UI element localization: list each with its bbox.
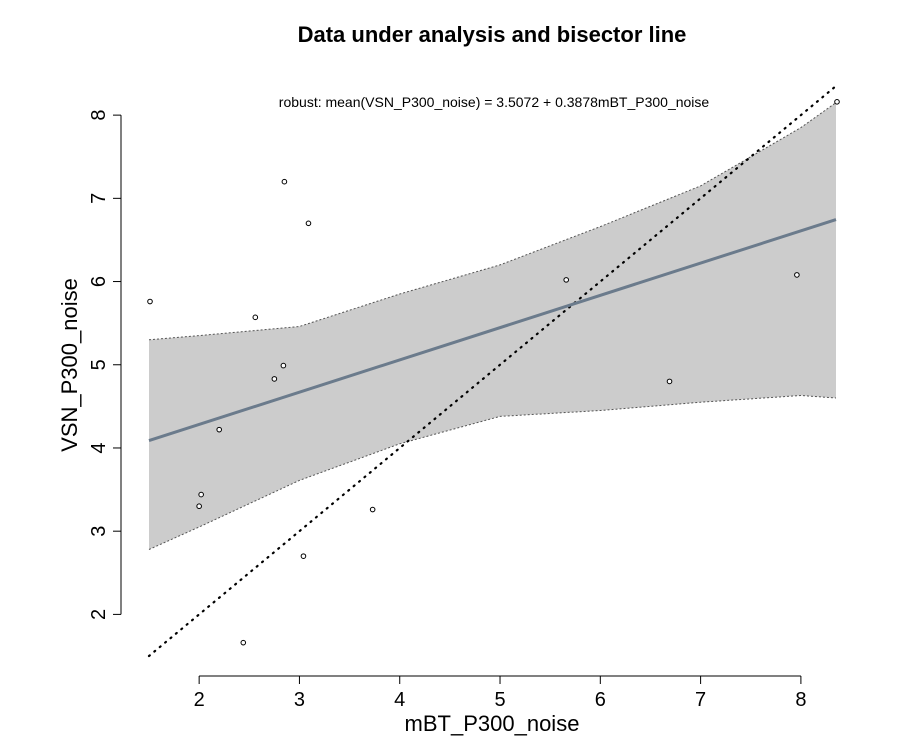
data-point [216, 426, 223, 433]
data-point [300, 553, 307, 559]
x-tick-label: 4 [394, 689, 405, 711]
y-axis-label: VSN_P300_noise [57, 278, 82, 452]
data-point [563, 277, 570, 283]
band-lower-border [148, 394, 837, 550]
x-tick-label: 6 [595, 689, 606, 711]
y-tick-label: 4 [88, 442, 110, 453]
data-point [369, 506, 376, 513]
data-point [834, 99, 840, 105]
y-tick-label: 2 [88, 609, 110, 620]
x-tick-label: 8 [795, 689, 806, 711]
data-point [794, 272, 800, 278]
y-tick-label: 7 [88, 193, 110, 204]
y-tick-label: 5 [88, 359, 110, 370]
data-point [281, 178, 288, 185]
x-tick-label: 7 [695, 689, 706, 711]
y-tick-label: 6 [88, 276, 110, 287]
x-axis-label: mBT_P300_noise [405, 711, 580, 736]
data-point [147, 298, 153, 305]
y-tick-label: 8 [88, 110, 110, 121]
data-point [252, 314, 259, 321]
data-point [198, 491, 204, 498]
x-tick-label: 2 [194, 689, 205, 711]
x-axis: 2 3 4 5 6 7 8 [194, 675, 806, 711]
plot-area [147, 84, 840, 658]
x-tick-label: 5 [494, 689, 505, 711]
data-point [240, 639, 247, 646]
bisector-line [147, 84, 838, 658]
chart-title: Data under analysis and bisector line [298, 22, 687, 47]
data-point [666, 378, 673, 385]
x-tick-label: 3 [294, 689, 305, 711]
regression-equation: robust: mean(VSN_P300_noise) = 3.5072 + … [279, 94, 710, 110]
data-point [305, 220, 312, 227]
band-upper-border [148, 102, 837, 341]
data-point [196, 503, 202, 510]
data-point [280, 362, 287, 369]
confidence-band [149, 102, 836, 550]
regression-line [148, 218, 837, 443]
y-tick-label: 3 [88, 526, 110, 537]
data-point [271, 376, 278, 382]
y-axis: 2 3 4 5 6 7 8 [88, 110, 122, 620]
